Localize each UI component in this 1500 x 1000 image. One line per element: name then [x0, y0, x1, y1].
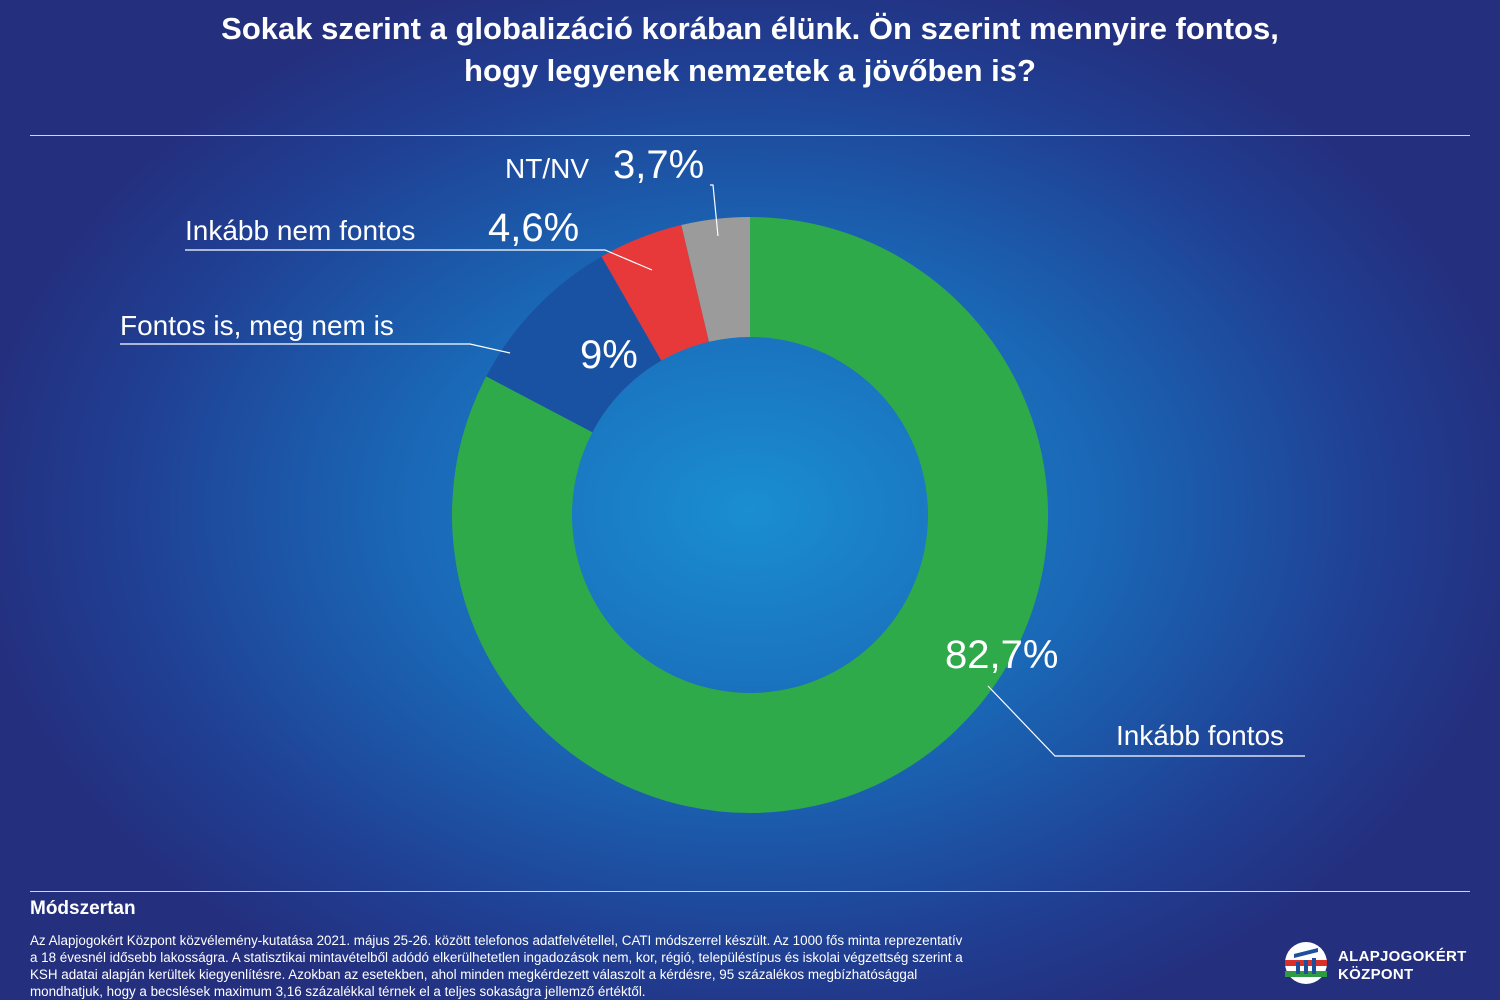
donut-slice-4	[681, 217, 750, 342]
donut-slice-1	[452, 217, 1049, 813]
methodology-line: Az Alapjogokért Központ közvélemény-kuta…	[30, 933, 963, 948]
methodology-line: KSH adatai alapján kerültek kiegyenlítés…	[30, 967, 918, 982]
leader-line-3	[185, 249, 653, 271]
methodology-heading: Módszertan	[30, 898, 136, 919]
slice-category-label-1: Inkább fontos	[1116, 720, 1284, 751]
methodology-text: Az Alapjogokért Központ közvélemény-kuta…	[30, 932, 1130, 1000]
leader-line-2	[120, 343, 511, 354]
chart-title-line-2: hogy legyenek nemzetek a jövőben is?	[464, 53, 1036, 88]
donut-slice-3	[601, 225, 709, 361]
slice-category-label-3: Inkább nem fontos	[185, 215, 415, 246]
slice-category-label-2: Fontos is, meg nem is	[120, 310, 394, 341]
organization-logo: ALAPJOGOKÉRT KÖZPONT	[1282, 938, 1482, 988]
top-divider	[30, 135, 1470, 136]
chart-title-line-1: Sokak szerint a globalizáció korában élü…	[221, 11, 1279, 46]
methodology-line: mondhatjuk, hogy a becslések maximum 3,1…	[30, 984, 646, 999]
slice-value-label-2: 9%	[580, 333, 638, 377]
leader-line-1	[987, 685, 1305, 757]
bottom-divider	[30, 891, 1470, 892]
chart-title: Sokak szerint a globalizáció korában élü…	[0, 8, 1500, 92]
leader-line-4	[710, 184, 719, 237]
donut-slice-2	[486, 256, 662, 433]
logo-emblem-icon	[1285, 942, 1327, 984]
slice-value-label-3: 4,6%	[488, 206, 579, 250]
slice-value-label-1: 82,7%	[945, 633, 1058, 677]
methodology-line: a 18 évesnél idősebb lakosságra. A stati…	[30, 950, 963, 965]
logo-text-line-1: ALAPJOGOKÉRT	[1338, 948, 1467, 965]
logo-text-line-2: KÖZPONT	[1338, 966, 1414, 983]
slice-value-label-4: 3,7%	[613, 143, 704, 187]
slice-category-label-4: NT/NV	[505, 153, 589, 184]
